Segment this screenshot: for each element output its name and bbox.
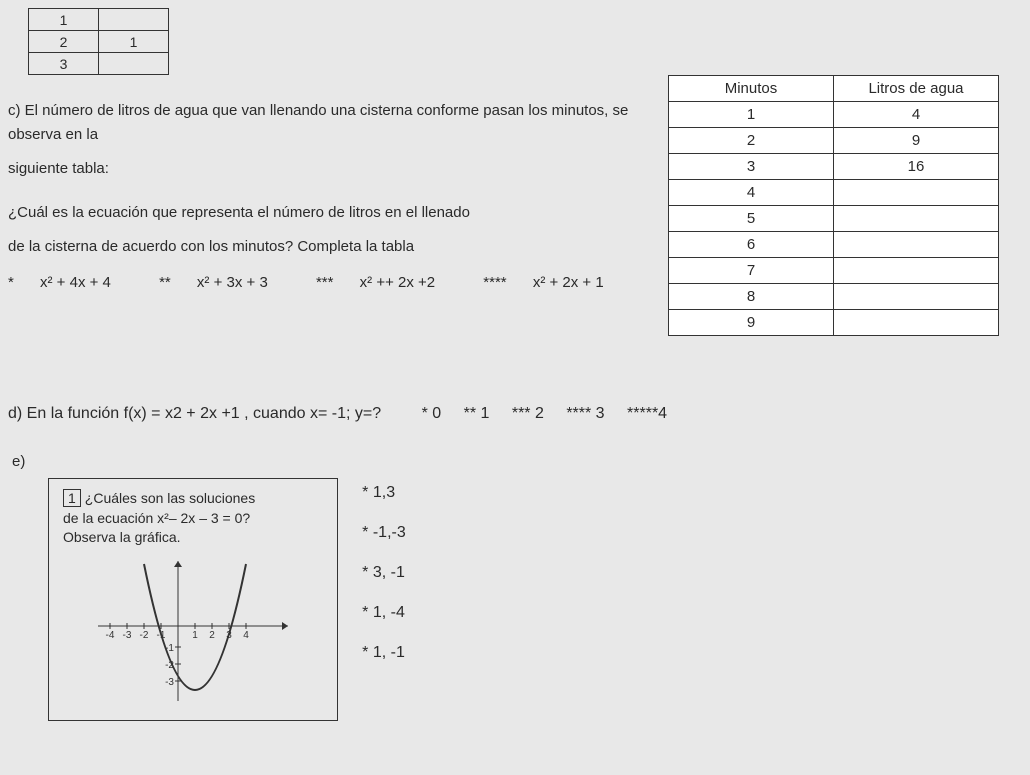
table-cell: 3 — [669, 154, 834, 180]
d-text: d) En la función f(x) = x2 + 2x +1 , cua… — [8, 405, 381, 422]
table-cell: 9 — [834, 128, 999, 154]
cell: 1 — [99, 31, 169, 53]
svg-text:2: 2 — [209, 630, 215, 641]
cell — [99, 53, 169, 75]
svg-text:-2: -2 — [140, 630, 149, 641]
c-opt1: * x² + 4x + 4 — [8, 274, 133, 291]
question-c: c) El número de litros de agua que van l… — [8, 99, 1022, 295]
table-cell: 16 — [834, 154, 999, 180]
svg-text:-4: -4 — [106, 630, 115, 641]
e-options: * 1,3 * -1,-3 * 3, -1 * 1, -4 * 1, -1 — [362, 484, 406, 684]
box-number: 1 — [63, 489, 81, 507]
table-cell — [834, 232, 999, 258]
svg-text:-3: -3 — [123, 630, 132, 641]
c-options: * x² + 4x + 4 ** x² + 3x + 3 *** x² ++ 2… — [8, 271, 648, 295]
c-opt2: ** x² + 3x + 3 — [159, 274, 290, 291]
table-head-minutos: Minutos — [669, 76, 834, 102]
c-intro-line1: c) El número de litros de agua que van l… — [8, 99, 648, 147]
table-cell: 7 — [669, 258, 834, 284]
table-cell — [834, 284, 999, 310]
c-opt3: *** x² ++ 2x +2 — [316, 274, 457, 291]
e-box-q2: de la ecuación x²– 2x – 3 = 0? — [63, 510, 250, 526]
svg-text:-3: -3 — [165, 677, 174, 688]
cell: 3 — [29, 53, 99, 75]
e-opt5: * 1, -1 — [362, 644, 406, 662]
table-cell: 5 — [669, 206, 834, 232]
e-box-q3: Observa la gráfica. — [63, 529, 181, 545]
e-opt3: * 3, -1 — [362, 564, 406, 582]
e-opt4: * 1, -4 — [362, 604, 406, 622]
e-opt2: * -1,-3 — [362, 524, 406, 542]
cell: 2 — [29, 31, 99, 53]
table-cell: 6 — [669, 232, 834, 258]
c-opt4: **** x² + 2x + 1 — [483, 274, 625, 291]
table-cell: 4 — [669, 180, 834, 206]
d-opt1: ** 1 — [464, 405, 490, 422]
e-box-q1: ¿Cuáles son las soluciones — [85, 490, 255, 506]
table-cell — [834, 206, 999, 232]
table-cell: 8 — [669, 284, 834, 310]
c-question-line1: ¿Cuál es la ecuación que representa el n… — [8, 201, 648, 225]
minutos-litros-table: Minutos Litros de agua 14 29 316 4 5 6 7… — [668, 75, 999, 336]
question-e: e) 1¿Cuáles son las soluciones de la ecu… — [8, 453, 1022, 721]
d-opt4: *****4 — [627, 405, 667, 422]
table-cell: 1 — [669, 102, 834, 128]
question-d: d) En la función f(x) = x2 + 2x +1 , cua… — [8, 405, 1022, 423]
table-cell: 2 — [669, 128, 834, 154]
cell — [99, 9, 169, 31]
table-cell — [834, 310, 999, 336]
c-question-line2: de la cisterna de acuerdo con los minuto… — [8, 235, 648, 259]
parabola-graph: -4 -3 -2 -1 1 2 3 4 -1 -2 -3 — [88, 556, 298, 706]
cell: 1 — [29, 9, 99, 31]
e-label: e) — [12, 453, 1022, 470]
table-cell: 4 — [834, 102, 999, 128]
graph-box: 1¿Cuáles son las soluciones de la ecuaci… — [48, 478, 338, 721]
table-head-litros: Litros de agua — [834, 76, 999, 102]
svg-text:4: 4 — [243, 630, 249, 641]
d-opt2: *** 2 — [512, 405, 544, 422]
d-opt3: **** 3 — [566, 405, 604, 422]
e-opt1: * 1,3 — [362, 484, 406, 502]
svg-text:1: 1 — [192, 630, 198, 641]
table-cell: 9 — [669, 310, 834, 336]
partial-top-table: 1 21 3 — [28, 8, 169, 75]
c-intro-line2: siguiente tabla: — [8, 157, 648, 181]
d-opt0: * 0 — [422, 405, 442, 422]
table-cell — [834, 180, 999, 206]
table-cell — [834, 258, 999, 284]
